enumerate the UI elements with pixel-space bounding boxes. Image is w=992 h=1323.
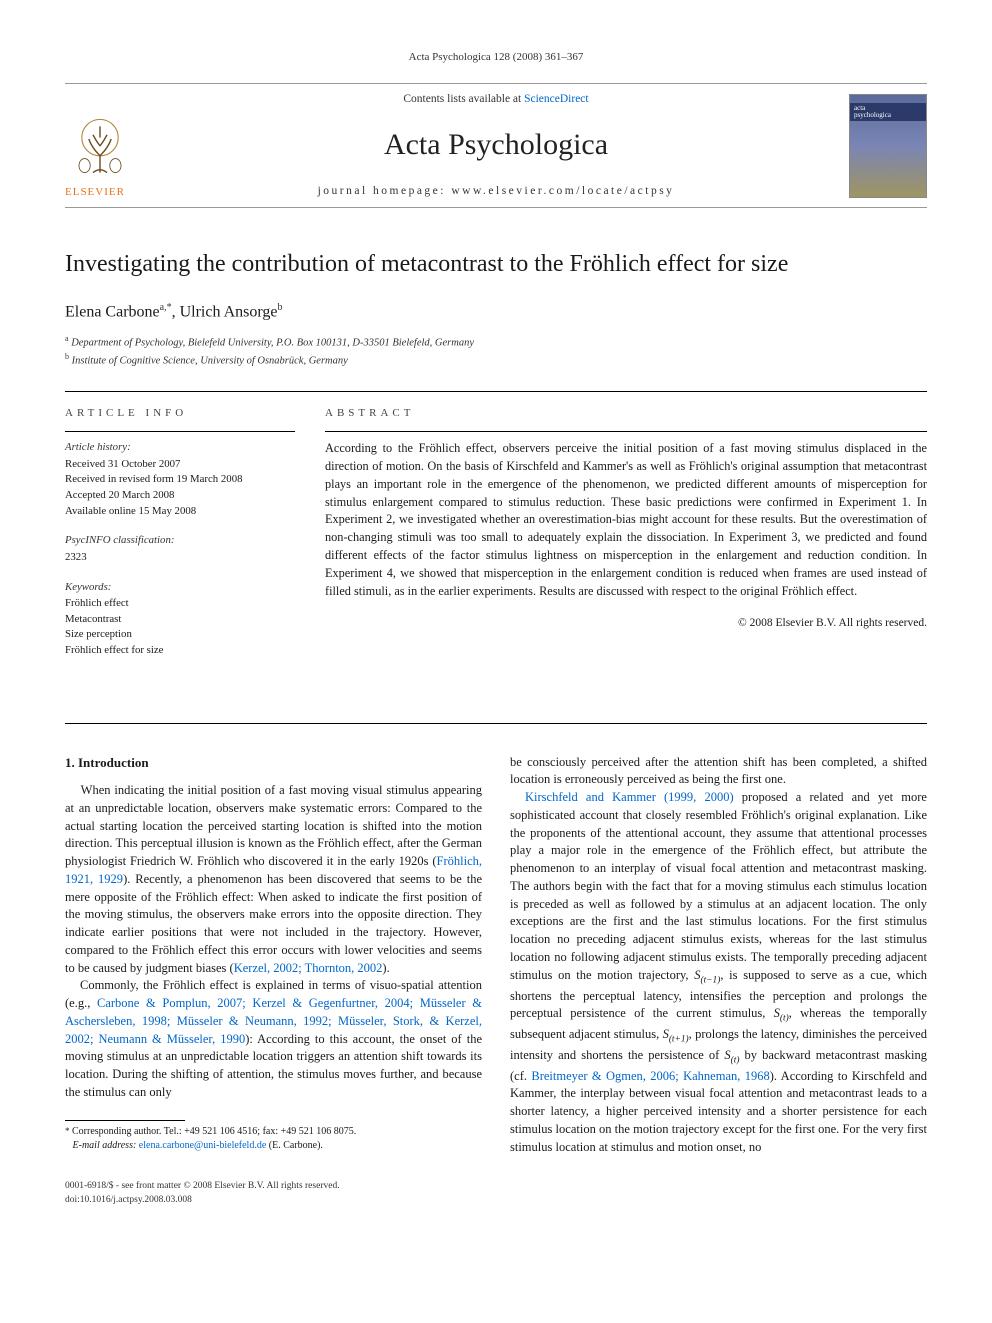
footer-left: 0001-6918/$ - see front matter © 2008 El… <box>65 1180 340 1207</box>
body-paragraph: Commonly, the Fröhlich effect is explain… <box>65 977 482 1101</box>
page-footer: 0001-6918/$ - see front matter © 2008 El… <box>65 1180 927 1207</box>
cover-word-2: psychologica <box>854 111 891 119</box>
corresponding-footnote: * Corresponding author. Tel.: +49 521 10… <box>65 1125 482 1153</box>
article-info-label: ARTICLE INFO <box>65 406 295 421</box>
citation[interactable]: Kirschfeld and Kammer (1999, 2000) <box>525 790 734 804</box>
journal-title: Acta Psychologica <box>155 119 837 172</box>
journal-cover-thumb: actapsychologica <box>849 94 927 198</box>
psycinfo-label: PsycINFO classification: <box>65 533 295 549</box>
author-1: Elena Carbone <box>65 303 160 320</box>
keyword: Fröhlich effect for size <box>65 643 295 659</box>
citation[interactable]: Kerzel, 2002; Thornton, 2002 <box>234 961 383 975</box>
abstract-column: ABSTRACT According to the Fröhlich effec… <box>325 406 927 673</box>
history-line: Received 31 October 2007 <box>65 457 295 473</box>
affiliation-a: Department of Psychology, Bielefeld Univ… <box>71 337 474 348</box>
history-line: Received in revised form 19 March 2008 <box>65 472 295 488</box>
journal-header: Acta Psychologica 128 (2008) 361–367 <box>65 50 927 65</box>
publisher-block: ELSEVIER <box>65 92 155 200</box>
author-2-aff: b <box>278 302 283 313</box>
email-who: (E. Carbone). <box>266 1140 323 1151</box>
article-history: Article history: Received 31 October 200… <box>65 440 295 519</box>
citation[interactable]: Breitmeyer & Ogmen, 2006; Kahneman, 1968 <box>531 1069 769 1083</box>
section-heading: 1. Introduction <box>65 754 482 772</box>
contents-prefix: Contents lists available at <box>403 93 524 105</box>
corr-text: Corresponding author. Tel.: +49 521 106 … <box>72 1126 356 1137</box>
banner-right: actapsychologica <box>837 92 927 200</box>
journal-banner: ELSEVIER Contents lists available at Sci… <box>65 83 927 209</box>
history-label: Article history: <box>65 440 295 456</box>
keyword: Metacontrast <box>65 612 295 628</box>
publisher-name: ELSEVIER <box>65 185 155 200</box>
keywords-label: Keywords: <box>65 580 295 596</box>
body-paragraph: Kirschfeld and Kammer (1999, 2000) propo… <box>510 789 927 1156</box>
star-icon: * <box>65 1126 70 1136</box>
article-title: Investigating the contribution of metaco… <box>65 248 927 280</box>
authors: Elena Carbonea,*, Ulrich Ansorgeb <box>65 301 927 323</box>
affiliation-b: Institute of Cognitive Science, Universi… <box>72 355 348 366</box>
homepage-url: www.elsevier.com/locate/actpsy <box>451 185 674 197</box>
citation[interactable]: Carbone & Pomplun, 2007; Kerzel & Gegenf… <box>65 996 482 1046</box>
psycinfo-block: PsycINFO classification: 2323 <box>65 533 295 565</box>
doi-line: doi:10.1016/j.actpsy.2008.03.008 <box>65 1194 340 1207</box>
article-info-column: ARTICLE INFO Article history: Received 3… <box>65 406 295 673</box>
history-line: Accepted 20 March 2008 <box>65 488 295 504</box>
history-line: Available online 15 May 2008 <box>65 504 295 520</box>
keyword: Fröhlich effect <box>65 596 295 612</box>
contents-available: Contents lists available at ScienceDirec… <box>155 92 837 108</box>
corr-star: * <box>167 302 172 313</box>
keyword: Size perception <box>65 627 295 643</box>
corr-email-link[interactable]: elena.carbone@uni-bielefeld.de <box>139 1140 266 1151</box>
body-columns: 1. Introduction When indicating the init… <box>65 754 927 1157</box>
elsevier-tree-icon <box>65 111 135 181</box>
banner-center: Contents lists available at ScienceDirec… <box>155 92 837 200</box>
psycinfo-code: 2323 <box>65 550 295 566</box>
body-paragraph: When indicating the initial position of … <box>65 782 482 977</box>
abstract-text: According to the Fröhlich effect, observ… <box>325 440 927 600</box>
homepage-prefix: journal homepage: <box>318 185 452 197</box>
author-1-aff: a, <box>160 302 167 313</box>
sciencedirect-link[interactable]: ScienceDirect <box>524 93 589 105</box>
issn-line: 0001-6918/$ - see front matter © 2008 El… <box>65 1180 340 1193</box>
info-abstract-row: ARTICLE INFO Article history: Received 3… <box>65 406 927 673</box>
citation[interactable]: Fröhlich, 1921, 1929 <box>65 854 482 886</box>
journal-homepage: journal homepage: www.elsevier.com/locat… <box>155 184 837 200</box>
email-label: E-mail address: <box>73 1140 137 1151</box>
copyright-line: © 2008 Elsevier B.V. All rights reserved… <box>325 616 927 632</box>
abstract-label: ABSTRACT <box>325 406 927 421</box>
body-paragraph: be consciously perceived after the atten… <box>510 754 927 790</box>
author-2: Ulrich Ansorge <box>180 303 278 320</box>
keywords-block: Keywords: Fröhlich effect Metacontrast S… <box>65 580 295 659</box>
affiliations: a Department of Psychology, Bielefeld Un… <box>65 333 927 370</box>
